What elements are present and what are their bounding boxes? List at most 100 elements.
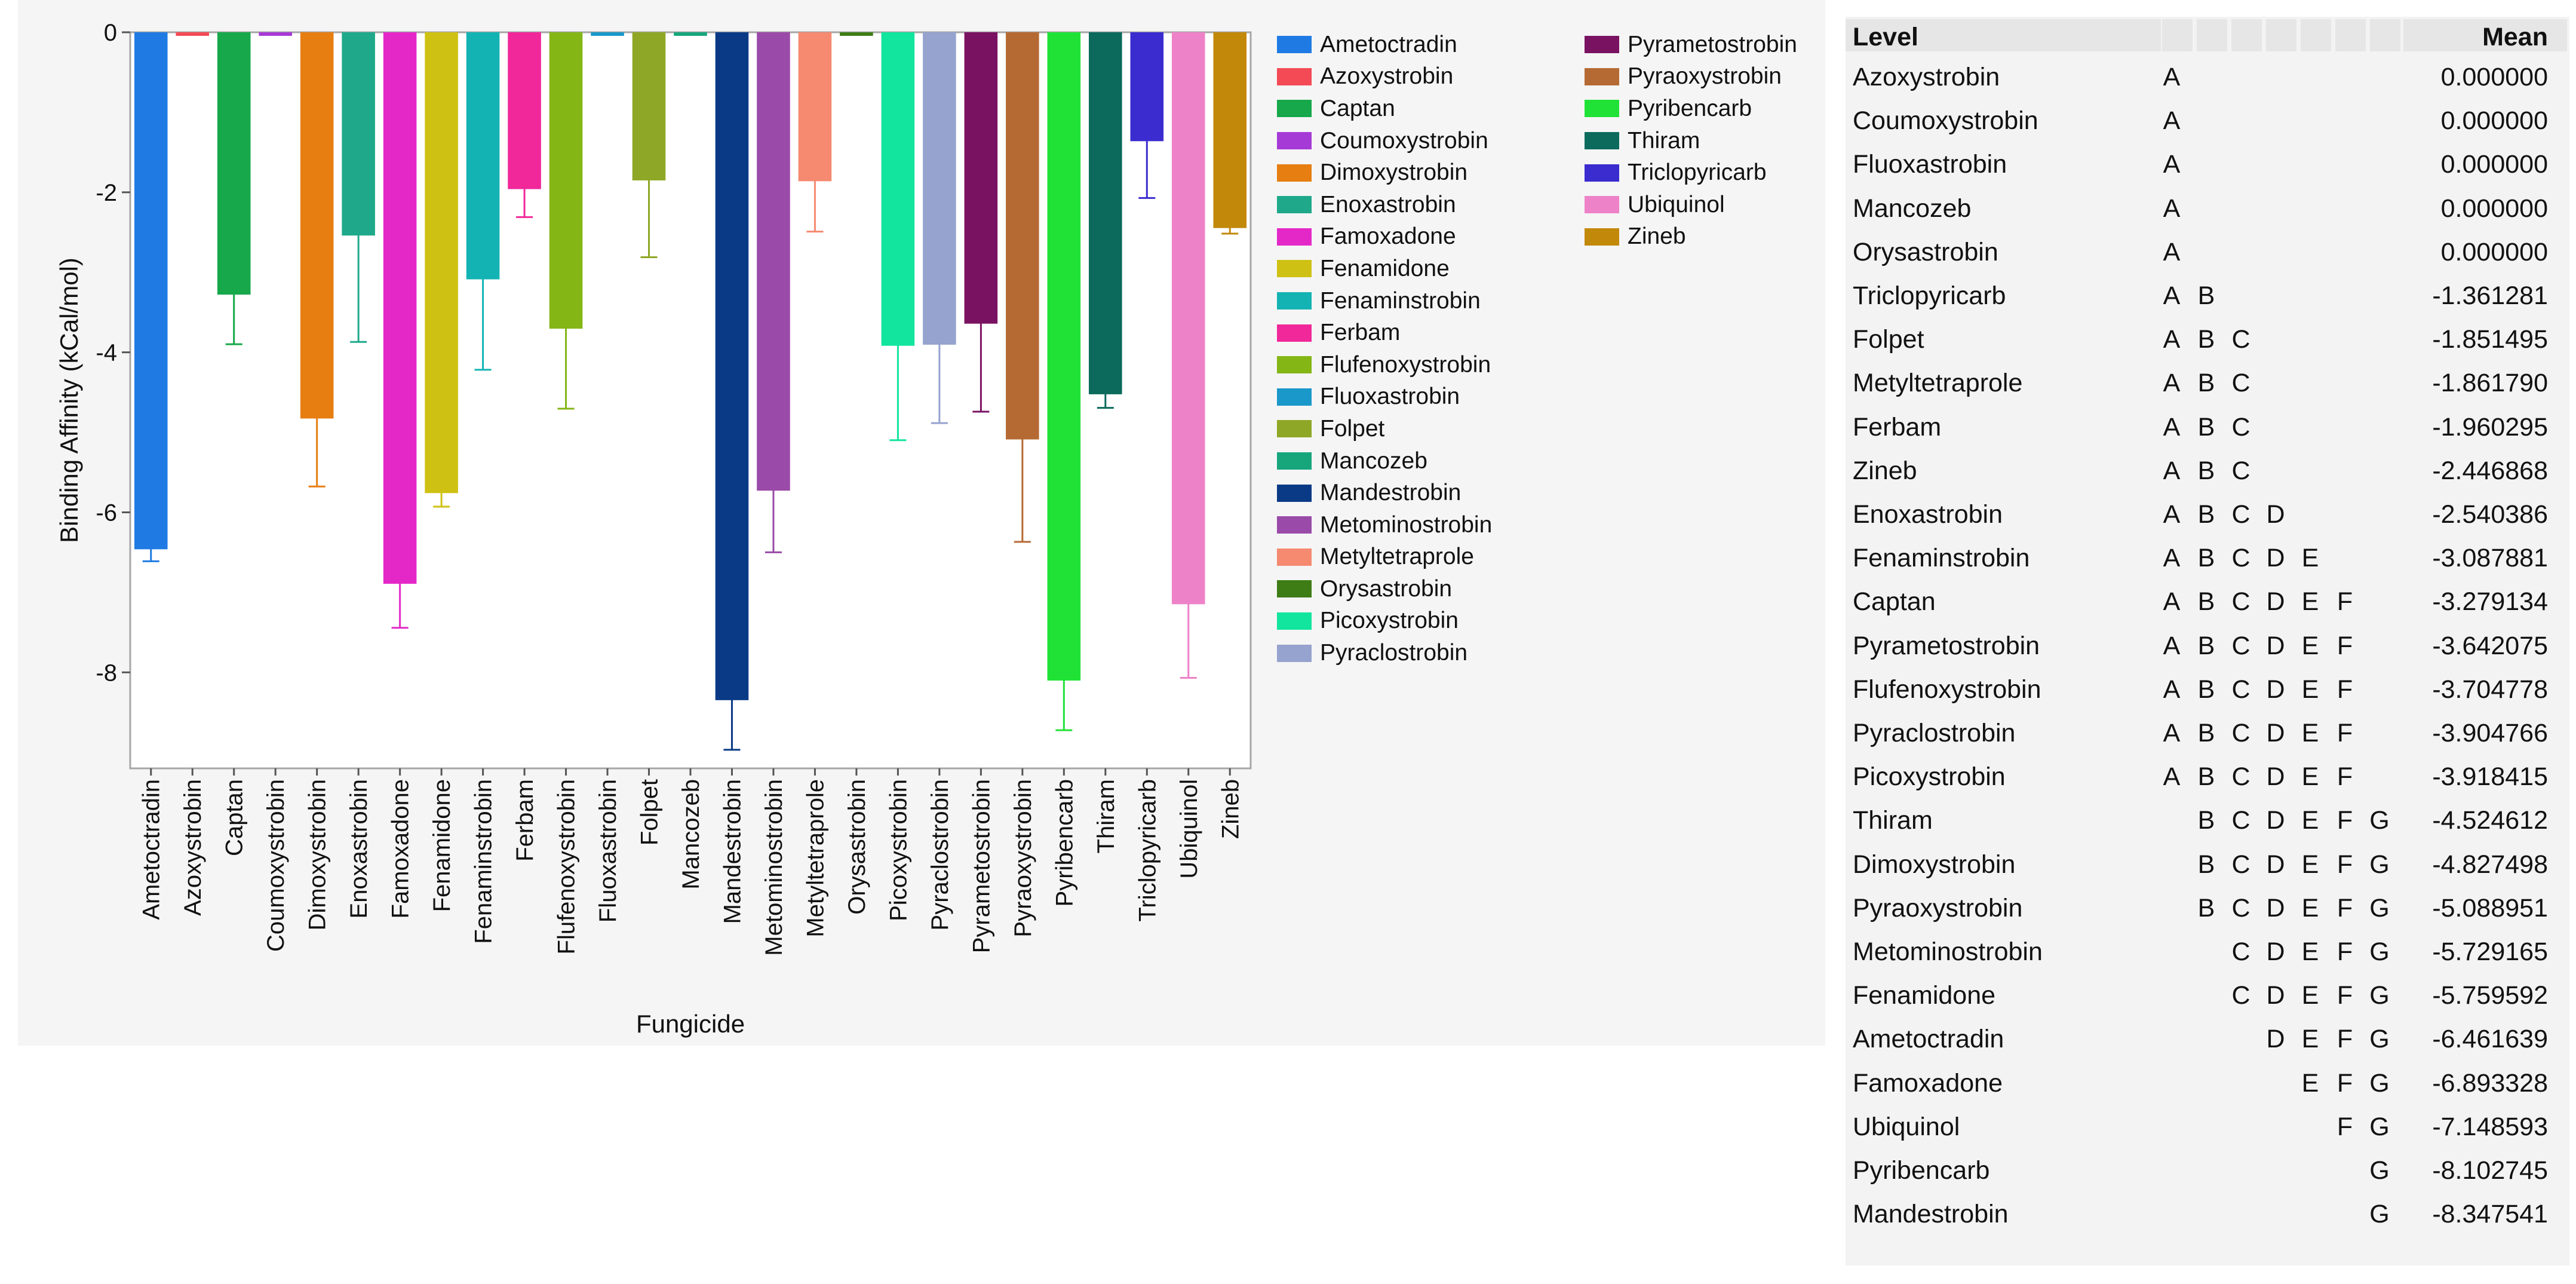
mean-cell: -4.524612 — [2432, 806, 2548, 835]
legend-item-pyrametostrobin: Pyrametostrobin — [1585, 29, 1797, 61]
table-row: Triclopyricarb A B -1.361281 — [1846, 272, 2569, 316]
mean-cell: -2.540386 — [2432, 500, 2548, 529]
group-letter: B — [2197, 456, 2215, 485]
group-letter: B — [2197, 850, 2215, 879]
group-letter: D — [2266, 719, 2285, 747]
group-letter: G — [2369, 1156, 2390, 1185]
legend-item-ferbam: Ferbam — [1277, 317, 1492, 349]
legend-item-captan: Captan — [1277, 93, 1492, 125]
group-letter: D — [2266, 544, 2285, 573]
group-letter: B — [2197, 281, 2215, 310]
group-letter: E — [2301, 544, 2319, 573]
x-tick-label-enoxastrobin: Enoxastrobin — [346, 779, 372, 918]
mean-cell: -1.861790 — [2432, 369, 2548, 398]
x-tick-label-folpet: Folpet — [637, 779, 663, 845]
group-letter: C — [2231, 893, 2250, 923]
legend-label: Triclopyricarb — [1628, 160, 1767, 186]
table-row: Fenamidone C D E F G -5.759592 — [1846, 972, 2569, 1016]
group-letter: A — [2163, 587, 2181, 617]
group-letter: A — [2163, 544, 2181, 573]
legend-item-mandestrobin: Mandestrobin — [1277, 477, 1492, 509]
group-letter: F — [2336, 762, 2353, 792]
y-axis-label: Binding Affinity (kCal/mol) — [55, 258, 83, 543]
group-letter: E — [2301, 719, 2319, 747]
legend-label: Mancozeb — [1320, 448, 1427, 474]
y-tick-label-1: -2 — [96, 180, 117, 206]
group-letter: A — [2163, 762, 2181, 792]
group-letter: B — [2197, 369, 2215, 398]
level-cell: Pyraoxystrobin — [1853, 893, 2023, 923]
group-letter: E — [2301, 806, 2319, 835]
table-row: Pyrametostrobin A B C D E F -3.642075 — [1846, 623, 2569, 666]
group-letter: D — [2266, 500, 2285, 529]
table-row: Pyraoxystrobin B C D E F G -5.088951 — [1846, 885, 2569, 928]
level-cell: Pyraclostrobin — [1853, 719, 2016, 747]
legend-label: Famoxadone — [1320, 223, 1456, 250]
legend-swatch — [1277, 484, 1312, 502]
legend-swatch — [1277, 420, 1312, 438]
legend-item-coumoxystrobin: Coumoxystrobin — [1277, 125, 1492, 157]
legend-label: Ubiquinol — [1628, 191, 1725, 217]
legend-item-picoxystrobin: Picoxystrobin — [1277, 605, 1492, 638]
x-tick-label-mancozeb: Mancozeb — [678, 779, 704, 890]
group-letter: G — [2369, 1200, 2390, 1229]
group-letter: G — [2369, 1068, 2390, 1098]
y-tick-label-4: -8 — [96, 660, 117, 686]
group-letter: E — [2301, 631, 2319, 660]
table-row: Metominostrobin C D E F G -5.729165 — [1846, 928, 2569, 972]
group-letter: A — [2163, 719, 2181, 747]
group-letter: C — [2231, 762, 2250, 792]
group-letter: F — [2336, 850, 2353, 879]
level-cell: Ferbam — [1853, 412, 1942, 442]
level-cell: Dimoxystrobin — [1853, 850, 2016, 879]
legend-label: Coumoxystrobin — [1320, 127, 1488, 154]
legend-label: Folpet — [1320, 415, 1385, 442]
level-cell: Fenamidone — [1853, 981, 1996, 1010]
legend-item-ametoctradin: Ametoctradin — [1277, 29, 1492, 61]
x-tick-label-fenamidone: Fenamidone — [429, 779, 455, 912]
bar-pyribencarb — [1047, 32, 1081, 681]
legend-label: Azoxystrobin — [1320, 63, 1454, 90]
x-tick-label-mandestrobin: Mandestrobin — [719, 779, 745, 924]
table-row: Flufenoxystrobin A B C D E F -3.704778 — [1846, 666, 2569, 710]
group-letter: A — [2163, 631, 2181, 660]
group-letter: C — [2231, 500, 2250, 529]
legend-label: Ametoctradin — [1320, 31, 1457, 57]
x-tick-label-triclopyricarb: Triclopyricarb — [1134, 779, 1160, 922]
x-tick-label-famoxadone: Famoxadone — [388, 779, 414, 918]
mean-cell: -2.446868 — [2432, 456, 2548, 485]
group-letter: C — [2231, 456, 2250, 485]
legend-item-famoxadone: Famoxadone — [1277, 221, 1492, 253]
legend-item-metyltetraprole: Metyltetraprole — [1277, 541, 1492, 574]
header-cell — [2335, 19, 2366, 51]
x-tick-label-zineb: Zineb — [1217, 779, 1244, 839]
bar-chart: 0 -2 -4 -6 -8 Ametoctradin Azoxystrobin Captan C… — [55, 20, 1252, 1038]
legend-column-2: Pyrametostrobin Pyraoxystrobin Pyribencarb… — [1585, 29, 1797, 253]
y-tick-label-3: -6 — [96, 499, 117, 526]
group-letter: G — [2369, 981, 2390, 1010]
level-cell: Mancozeb — [1853, 194, 1972, 223]
x-tick-label-flufenoxystrobin: Flufenoxystrobin — [554, 779, 580, 954]
x-tick-label-captan: Captan — [222, 779, 248, 856]
header-cell — [1846, 19, 2161, 51]
legend-item-dimoxystrobin: Dimoxystrobin — [1277, 157, 1492, 189]
legend-swatch — [1277, 548, 1312, 566]
group-letter: G — [2369, 850, 2390, 879]
table-row: Thiram B C D E F G -4.524612 — [1846, 797, 2569, 841]
group-letter: F — [2336, 1068, 2353, 1098]
legend-label: Flufenoxystrobin — [1320, 351, 1491, 378]
group-letter: E — [2301, 981, 2319, 1010]
mean-cell: -6.893328 — [2432, 1068, 2548, 1098]
mean-cell: -5.729165 — [2432, 937, 2548, 966]
bar-thiram — [1089, 32, 1122, 394]
table-row: Coumoxystrobin A 0.000000 — [1846, 97, 2569, 141]
group-letter: C — [2231, 806, 2250, 835]
group-letter: B — [2197, 500, 2215, 529]
group-letter: F — [2336, 1112, 2353, 1141]
group-letter: A — [2163, 63, 2181, 91]
mean-cell: -7.148593 — [2432, 1112, 2548, 1141]
legend-label: Orysastrobin — [1320, 575, 1453, 602]
bar-metominostrobin — [757, 32, 790, 491]
bar-orysastrobin — [840, 32, 873, 36]
group-letter: A — [2163, 412, 2181, 442]
